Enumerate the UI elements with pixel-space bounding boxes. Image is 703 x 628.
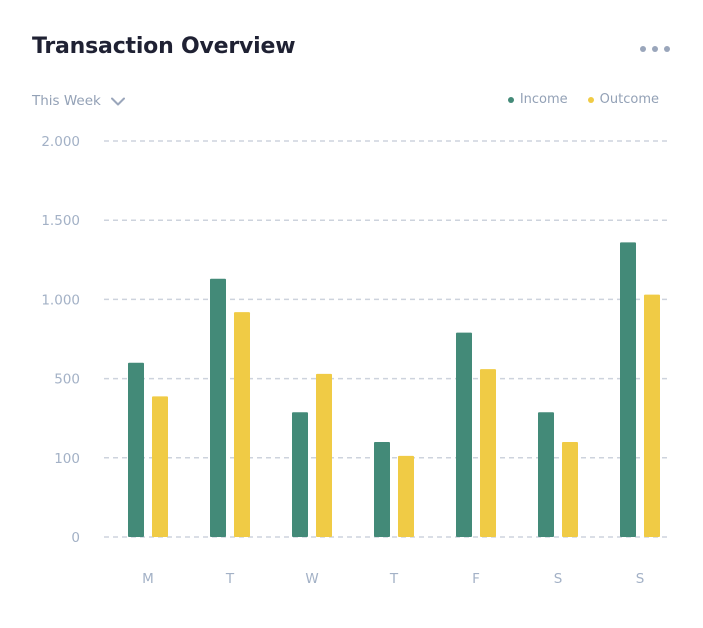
legend-dot-outcome — [587, 96, 594, 103]
bar-income — [374, 441, 390, 537]
bar-outcome — [644, 294, 660, 537]
x-tick-label: F — [472, 571, 480, 587]
bar-outcome — [562, 441, 578, 537]
bar-outcome — [398, 455, 414, 537]
more-dot — [664, 46, 670, 52]
chevron-down-icon — [110, 97, 125, 105]
y-tick-label: 2.000 — [41, 134, 80, 150]
chart-legend: Income Outcome — [507, 92, 659, 107]
y-tick-label: 100 — [54, 451, 80, 467]
bar-income — [456, 332, 472, 537]
y-tick-label: 500 — [54, 372, 80, 388]
card-title: Transaction Overview — [32, 34, 296, 59]
x-tick-label: T — [389, 571, 399, 587]
y-tick-label: 1.000 — [41, 292, 80, 308]
bar-outcome — [234, 312, 250, 537]
legend-dot-income — [507, 96, 514, 103]
legend-label-income: Income — [519, 92, 568, 107]
period-label: This Week — [32, 93, 101, 109]
x-tick-label: S — [554, 571, 563, 587]
x-tick-label: S — [636, 571, 645, 587]
bar-outcome — [152, 396, 168, 537]
legend-label-outcome: Outcome — [599, 92, 659, 107]
legend-item-income[interactable]: Income — [507, 92, 568, 107]
bar-outcome — [316, 373, 332, 537]
bar-income — [292, 412, 308, 537]
period-dropdown[interactable]: This Week — [32, 90, 125, 112]
bar-income — [620, 242, 636, 537]
more-options-icon[interactable] — [640, 42, 670, 56]
y-tick-label: 0 — [71, 530, 80, 546]
legend-item-outcome[interactable]: Outcome — [587, 92, 659, 107]
bar-income — [210, 278, 226, 537]
more-dot — [640, 46, 646, 52]
bar-outcome — [480, 369, 496, 537]
x-tick-label: T — [225, 571, 235, 587]
x-tick-label: W — [305, 571, 318, 587]
more-dot — [652, 46, 658, 52]
x-tick-label: M — [142, 571, 154, 587]
y-tick-label: 1.500 — [41, 213, 80, 229]
bar-income — [128, 362, 144, 537]
bar-income — [538, 412, 554, 537]
